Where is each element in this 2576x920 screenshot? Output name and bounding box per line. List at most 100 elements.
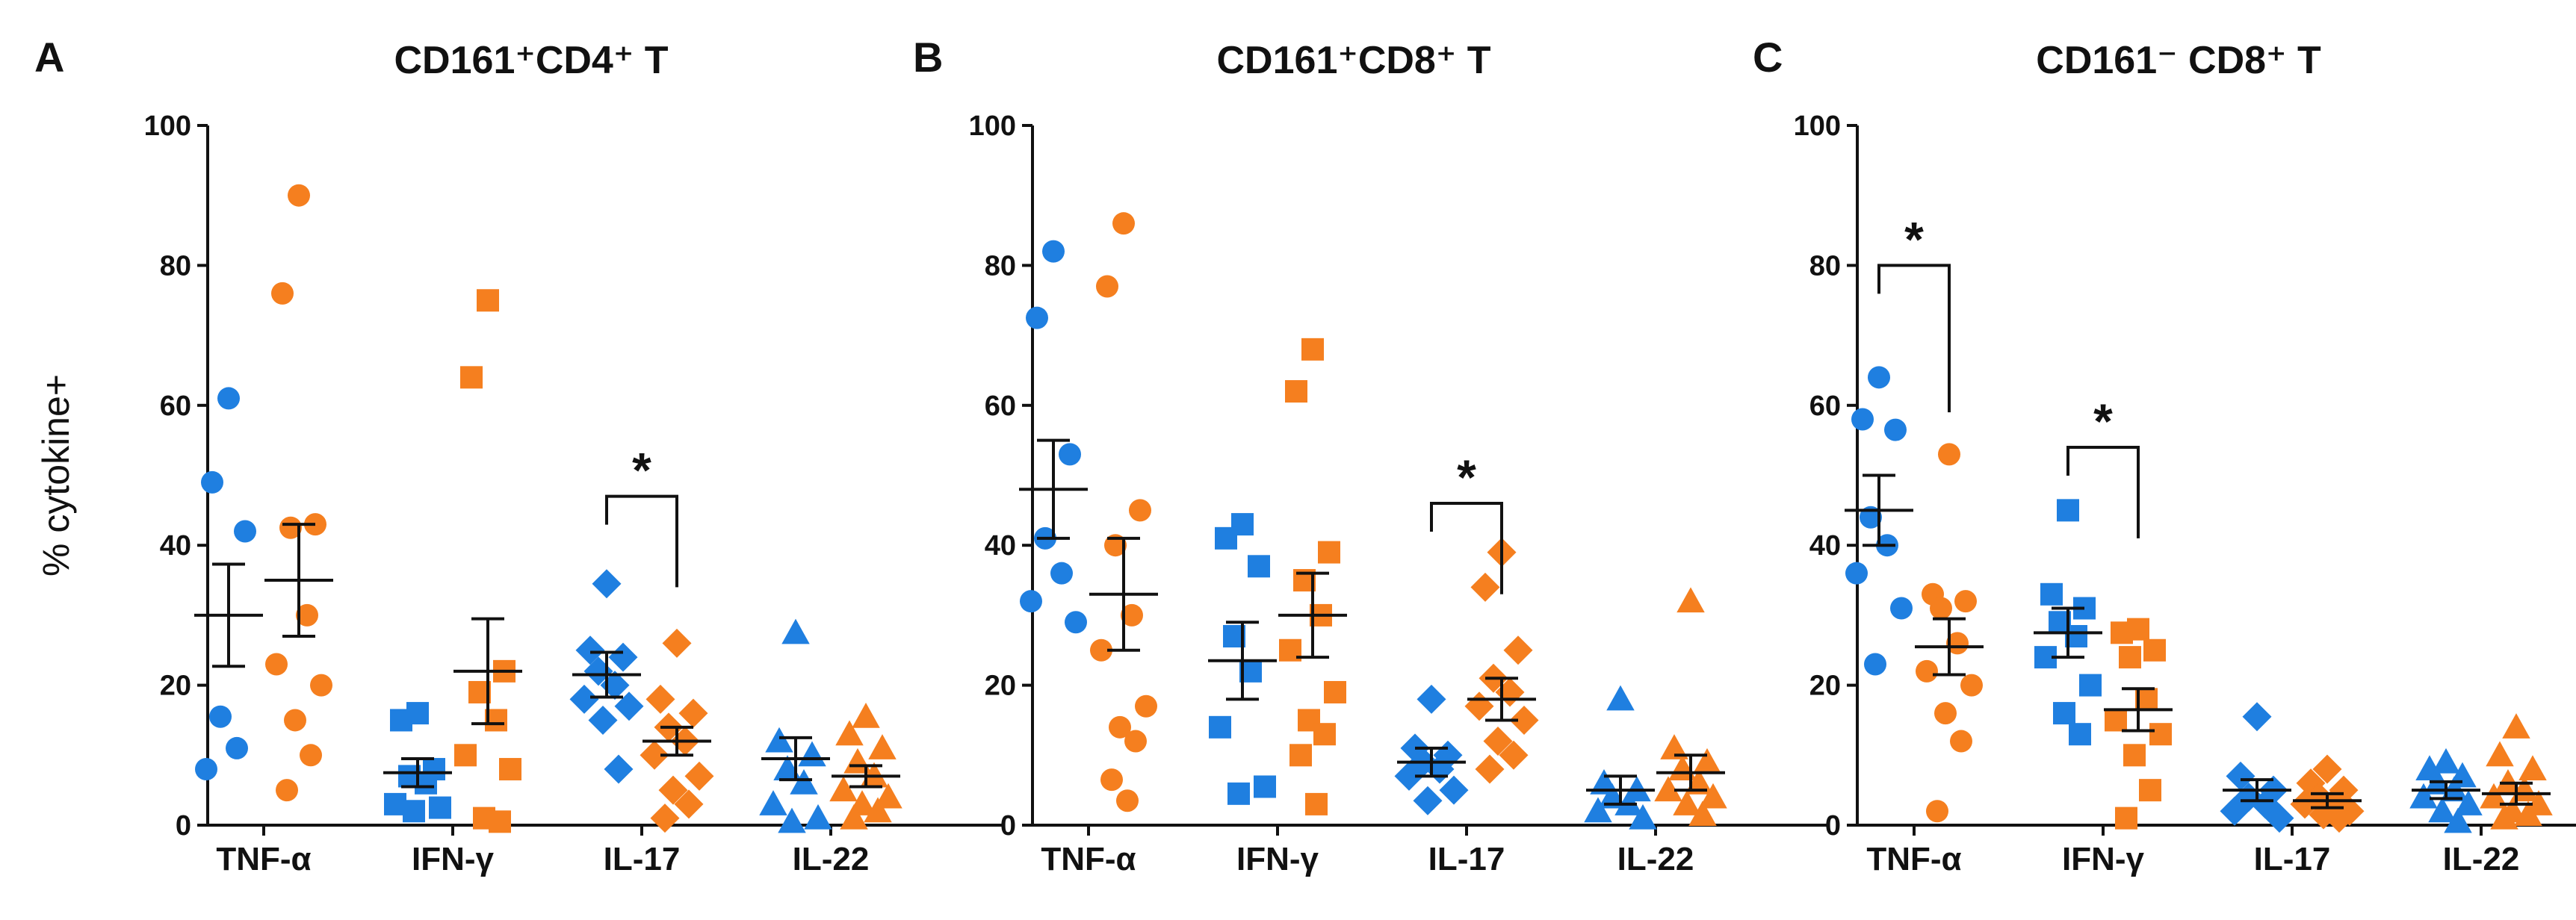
data-point — [1654, 776, 1682, 802]
data-point — [2149, 723, 2172, 746]
data-point — [1884, 418, 1907, 441]
data-point — [575, 635, 605, 665]
data-point — [403, 800, 425, 823]
data-point — [489, 810, 511, 833]
data-point — [1305, 792, 1328, 815]
data-point — [588, 705, 618, 735]
data-point — [296, 603, 318, 627]
panel-letter: A — [34, 34, 64, 81]
data-point — [2057, 499, 2079, 522]
data-point — [1673, 790, 1701, 815]
data-point — [1868, 366, 1890, 389]
data-point — [662, 628, 692, 658]
panel-letter: B — [913, 34, 943, 81]
data-point — [1950, 730, 1972, 753]
data-point — [1109, 715, 1131, 739]
data-point — [2119, 646, 2141, 669]
data-point — [2040, 582, 2063, 606]
data-point — [1096, 275, 1118, 298]
data-point — [1475, 754, 1505, 784]
data-point — [1042, 240, 1065, 263]
data-point — [201, 470, 223, 494]
panel-title: CD161⁺CD8⁺ T — [1217, 39, 1491, 82]
panel-letter: C — [1753, 34, 1783, 81]
data-point — [1934, 702, 1957, 725]
y-tick-label: 80 — [160, 250, 191, 282]
data-point — [2428, 797, 2456, 823]
data-point — [1960, 674, 1983, 697]
x-tick-label: TNF-α — [1866, 841, 1961, 877]
significance-star: * — [2093, 394, 2113, 449]
x-tick-label: IFN-γ — [1236, 841, 1319, 877]
x-tick-label: IL-17 — [1428, 841, 1505, 877]
data-point — [1845, 562, 1868, 585]
data-point — [840, 804, 868, 830]
panel-c: C CD161⁻ CD8⁺ T 0 20 40 60 80 100 TNF-α IFN-γ IL-1… — [1753, 34, 2576, 877]
data-point — [300, 744, 322, 767]
data-point — [1503, 635, 1533, 665]
data-point — [604, 754, 634, 784]
y-tick-label: 40 — [985, 530, 1016, 562]
x-tick-label: IL-17 — [604, 841, 681, 877]
data-point — [2290, 789, 2320, 819]
data-point — [1483, 727, 1513, 756]
data-point — [1499, 740, 1529, 770]
data-point — [279, 516, 302, 539]
y-tick-label: 40 — [1809, 530, 1841, 562]
data-point — [1688, 801, 1717, 826]
x-tick-label: IFN-γ — [2062, 841, 2145, 877]
data-point — [1112, 212, 1135, 235]
significance-bracket — [1877, 264, 1951, 413]
data-point — [1890, 597, 1913, 620]
data-point — [765, 727, 793, 753]
data-point — [1439, 775, 1469, 805]
data-point — [1026, 306, 1048, 329]
y-tick-label: 100 — [1794, 111, 1841, 142]
data-point — [1254, 775, 1276, 798]
data-point — [2242, 702, 2272, 732]
data-point — [1313, 723, 1336, 746]
y-tick-label: 20 — [1809, 671, 1841, 702]
data-point — [804, 804, 832, 830]
data-point — [829, 776, 858, 802]
data-point — [2079, 674, 2102, 697]
x-tick-label: IL-17 — [2254, 841, 2331, 877]
data-point — [2409, 783, 2438, 809]
data-point — [798, 741, 826, 767]
data-point — [2053, 702, 2075, 725]
significance-bracket — [2066, 446, 2140, 538]
data-point — [2105, 709, 2127, 732]
data-point — [276, 779, 298, 802]
data-point — [1660, 734, 1688, 759]
data-point — [2514, 801, 2542, 826]
data-point — [1693, 748, 1721, 774]
panel-a: A CD161⁺CD4⁺ T % cytokine+ 0 20 40 60 80 100 TNF-… — [34, 34, 1003, 877]
data-point — [1851, 408, 1874, 431]
data-point — [759, 790, 787, 815]
data-point — [2480, 783, 2508, 809]
data-point — [2312, 754, 2342, 784]
significance-star: * — [632, 443, 651, 498]
data-point — [460, 366, 483, 389]
data-point — [2454, 790, 2483, 815]
data-point — [2432, 748, 2460, 774]
x-tick-label: IL-22 — [2443, 841, 2520, 877]
data-point — [2486, 741, 2514, 767]
significance-star: * — [1904, 211, 1924, 267]
data-point — [477, 289, 499, 312]
x-tick-label: IL-22 — [793, 841, 870, 877]
data-point — [1676, 587, 1705, 613]
y-tick-label: 60 — [1809, 391, 1841, 422]
data-point — [1938, 443, 1960, 466]
data-point — [640, 740, 669, 770]
data-point — [234, 520, 256, 543]
data-point — [1699, 783, 1727, 809]
data-point — [684, 761, 714, 791]
data-point — [1020, 590, 1042, 613]
data-point — [614, 691, 644, 721]
data-point — [2444, 807, 2472, 833]
data-point — [1413, 786, 1443, 815]
y-tick-label: 100 — [969, 111, 1016, 142]
y-tick-label: 20 — [985, 671, 1016, 702]
data-point — [1121, 603, 1143, 627]
